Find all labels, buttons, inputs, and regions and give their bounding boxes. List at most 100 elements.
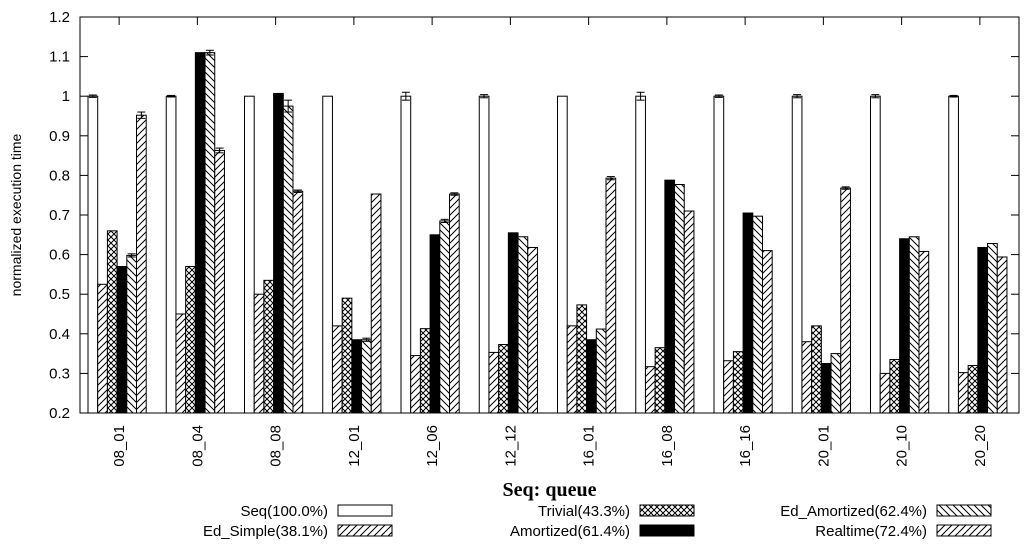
bar — [948, 95, 959, 414]
bar — [439, 220, 450, 414]
bar — [292, 190, 304, 414]
x-tick-label: 20_10 — [894, 425, 911, 467]
x-tick-label: 08_04 — [189, 425, 206, 467]
y-axis-title: normalized execution time — [8, 133, 24, 296]
bar — [498, 343, 509, 414]
bar — [801, 341, 813, 414]
bar — [253, 293, 265, 414]
bar — [214, 149, 225, 414]
bar — [879, 372, 891, 414]
bar — [586, 339, 597, 414]
bar — [977, 246, 989, 414]
bar — [840, 187, 851, 414]
legend-swatch — [936, 524, 992, 537]
legend-label: Ed_Amortized(62.4%) — [780, 503, 927, 520]
y-tick-label: 1 — [62, 88, 70, 105]
bar — [204, 52, 216, 414]
bar — [791, 95, 803, 414]
bar — [576, 304, 588, 414]
bar — [713, 95, 725, 414]
bar — [987, 243, 998, 414]
bar — [429, 234, 441, 414]
bar — [194, 52, 206, 414]
y-tick-label: 0.3 — [49, 365, 70, 382]
y-tick-label: 0.7 — [49, 207, 70, 224]
bar — [116, 265, 128, 414]
legend: Seq(100.0%) Ed_Simple(38.1%) Trivial(43.3%… — [203, 503, 992, 540]
x-tick-label: 20_20 — [972, 425, 989, 467]
bar — [527, 246, 538, 414]
y-tick-label: 0.9 — [49, 128, 70, 145]
x-tick-label: 16_08 — [659, 425, 676, 467]
tick-labels: 0.2 0.3 0.4 0.5 0.6 0.7 0.8 0.9 1 1.1 1.2 08_01 08_0… — [49, 9, 989, 467]
bar — [918, 250, 930, 414]
y-tick-label: 1.1 — [49, 49, 70, 66]
bar — [126, 254, 138, 414]
legend-swatch — [936, 504, 992, 517]
bar — [400, 95, 412, 414]
x-tick-label: 08_01 — [111, 425, 128, 467]
legend-swatch — [639, 504, 695, 517]
legend-swatch — [639, 524, 695, 537]
bar — [644, 366, 656, 414]
bar — [908, 236, 920, 414]
x-tick-label: 12_01 — [346, 425, 363, 467]
bar — [967, 364, 979, 414]
bar — [341, 297, 353, 414]
bar — [185, 265, 196, 414]
bar — [419, 328, 431, 414]
bars — [87, 49, 1008, 414]
bar — [136, 114, 147, 414]
bar — [635, 95, 646, 414]
legend-label: Ed_Simple(38.1%) — [203, 523, 328, 540]
bar — [742, 212, 754, 414]
bar — [654, 347, 666, 414]
x-tick-label: 08_08 — [268, 425, 285, 467]
bar — [723, 360, 734, 414]
bar — [752, 215, 763, 414]
bar — [732, 351, 744, 414]
x-tick-label: 12_06 — [424, 425, 441, 467]
bar — [957, 372, 969, 414]
bar — [507, 232, 519, 414]
bar — [370, 193, 382, 414]
legend-label: Realtime(72.4%) — [815, 523, 927, 540]
bar — [820, 363, 832, 414]
y-tick-label: 1.2 — [49, 9, 70, 26]
y-tick-label: 0.2 — [49, 405, 70, 422]
legend-label: Trivial(43.3%) — [538, 503, 630, 520]
bar — [488, 351, 500, 414]
x-axis-title: Seq: queue — [503, 479, 597, 501]
x-tick-label: 20_01 — [815, 425, 832, 467]
bar — [87, 95, 99, 414]
bar — [361, 339, 372, 414]
bar — [282, 105, 294, 414]
x-tick-label: 16_16 — [737, 425, 754, 467]
bar — [449, 193, 460, 414]
y-tick-label: 0.5 — [49, 286, 70, 303]
bar — [889, 359, 901, 414]
y-tick-label: 0.6 — [49, 247, 70, 264]
bar — [811, 325, 822, 414]
x-tick-label: 16_01 — [581, 425, 598, 467]
legend-swatch — [337, 504, 393, 517]
legend-label: Amortized(61.4%) — [510, 523, 630, 540]
bar — [674, 184, 685, 414]
plot-frame — [79, 16, 1020, 414]
bar — [263, 279, 275, 414]
bar — [762, 250, 773, 414]
bar — [595, 328, 607, 414]
bar — [351, 339, 363, 414]
bar — [996, 256, 1008, 414]
bar — [478, 95, 490, 414]
bar — [517, 236, 529, 414]
bar — [830, 353, 842, 414]
y-tick-label: 0.8 — [49, 167, 70, 184]
y-tick-label: 0.4 — [49, 326, 70, 343]
bar — [244, 95, 255, 414]
bar — [683, 210, 695, 414]
bar — [331, 325, 343, 414]
bar — [566, 325, 578, 414]
legend-swatch — [337, 524, 393, 537]
